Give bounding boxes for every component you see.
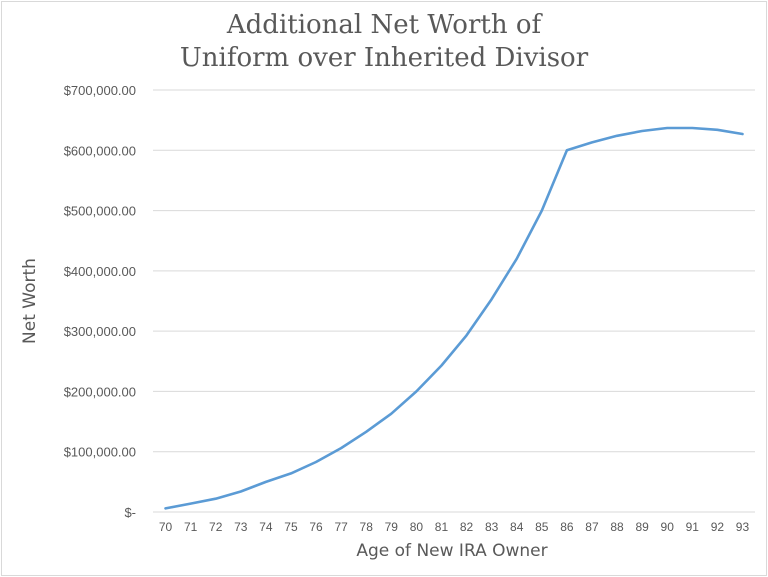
y-tick-label: $400,000.00: [64, 264, 136, 279]
x-tick-label: 74: [259, 520, 273, 534]
x-tick-label: 87: [585, 520, 599, 534]
x-tick-label: 81: [435, 520, 449, 534]
chart-title-line-2: Uniform over Inherited Divisor: [180, 43, 589, 73]
y-axis-label: Net Worth: [20, 258, 40, 344]
x-tick-label: 85: [535, 520, 549, 534]
y-tick-label: $500,000.00: [64, 204, 136, 219]
x-tick-label: 76: [309, 520, 323, 534]
y-tick-label: $100,000.00: [64, 445, 136, 460]
x-tick-label: 71: [184, 520, 198, 534]
x-tick-label: 91: [686, 520, 700, 534]
x-tick-label: 83: [485, 520, 499, 534]
y-tick-label: $-: [124, 505, 136, 520]
y-tick-label: $200,000.00: [64, 384, 136, 399]
x-tick-label: 72: [209, 520, 223, 534]
x-tick-label: 92: [711, 520, 725, 534]
x-tick-label: 79: [385, 520, 399, 534]
x-tick-label: 78: [360, 520, 374, 534]
x-tick-label: 77: [334, 520, 348, 534]
chart-title-line-1: Additional Net Worth of: [226, 10, 544, 40]
x-tick-label: 82: [460, 520, 474, 534]
x-tick-label: 88: [610, 520, 624, 534]
y-tick-label: $300,000.00: [64, 324, 136, 339]
y-tick-label: $600,000.00: [64, 143, 136, 158]
y-tick-label: $700,000.00: [64, 83, 136, 98]
x-tick-label: 80: [410, 520, 424, 534]
x-tick-label: 93: [736, 520, 750, 534]
x-tick-label: 70: [159, 520, 173, 534]
x-axis-label: Age of New IRA Owner: [356, 541, 547, 561]
x-tick-label: 90: [661, 520, 675, 534]
x-tick-label: 73: [234, 520, 248, 534]
x-tick-label: 89: [635, 520, 649, 534]
series-line: [164, 126, 744, 510]
x-tick-label: 86: [560, 520, 574, 534]
x-tick-label: 84: [510, 520, 524, 534]
x-tick-label: 75: [284, 520, 298, 534]
